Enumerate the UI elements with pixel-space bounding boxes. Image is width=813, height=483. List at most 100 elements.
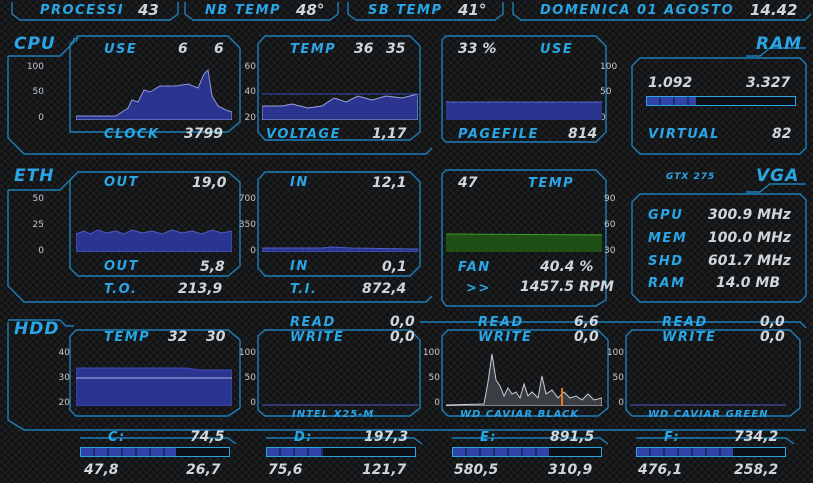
- drive-c-usage-bar: [80, 447, 230, 457]
- drive-c-used: 47,8: [84, 462, 119, 478]
- eth-in-avg-label: IN: [290, 259, 309, 274]
- eth-in-axis-top: 700: [238, 194, 256, 204]
- cpu-section-title: CPU: [14, 34, 56, 54]
- disk3-axis-bottom: 0: [618, 398, 624, 408]
- eth-out-axis-bottom: 0: [38, 246, 44, 256]
- vga-temp-label: TEMP: [528, 176, 575, 191]
- vga-model: GTX 275: [666, 172, 716, 182]
- disk3-read-value: 0,0: [760, 314, 785, 330]
- drive-d-used: 75,6: [268, 462, 303, 478]
- drive-d-total: 197,3: [364, 429, 409, 445]
- disk3-read-label: READ: [662, 315, 708, 330]
- ram-axis-mid: 50: [600, 87, 612, 97]
- vga-shd-label: SHD: [648, 254, 684, 269]
- disk2-read-label: READ: [478, 315, 524, 330]
- cpu-clock-label: CLOCK: [104, 127, 160, 142]
- eth-ti-value: 872,4: [362, 281, 407, 297]
- cpu-temp-axis-bottom: 20: [244, 113, 256, 123]
- drive-d-usage-bar: [266, 447, 416, 457]
- drive-c-total: 74,5: [190, 429, 225, 445]
- cpu-voltage-value: 1,17: [372, 126, 407, 142]
- disk3-axis-top: 100: [606, 348, 624, 358]
- nb-temp-label: NB TEMP: [205, 3, 282, 18]
- eth-in-graph: [262, 246, 418, 252]
- vga-temp-graph: [446, 233, 602, 252]
- eth-out-current: 19,0: [192, 175, 227, 191]
- drive-e-total: 891,5: [550, 429, 595, 445]
- cpu-temp-core1: 36: [354, 41, 374, 57]
- cpu-usage-graph: [76, 68, 232, 120]
- eth-out-avg: 5,8: [200, 259, 225, 275]
- ram-section-title: RAM: [756, 34, 803, 54]
- disk1-axis-mid: 50: [244, 373, 256, 383]
- hdd-temp-axis-mid: 30: [58, 373, 70, 383]
- eth-section-title: ETH: [14, 166, 55, 186]
- processes-label: PROCESSI: [40, 3, 125, 18]
- hdd-temp-axis-top: 40: [58, 348, 70, 358]
- disk1-axis-bottom: 0: [250, 398, 256, 408]
- drive-f-used: 476,1: [638, 462, 683, 478]
- cpu-temp-core2: 35: [386, 41, 406, 57]
- eth-out-label: OUT: [104, 175, 139, 190]
- ram-virtual-label: VIRTUAL: [648, 127, 721, 142]
- disk1-read-value: 0,0: [390, 314, 415, 330]
- hdd-temp-axis-bottom: 20: [58, 398, 70, 408]
- cpu-temp-axis-mid: 40: [244, 87, 256, 97]
- hdd-temp-disk2: 30: [206, 329, 226, 345]
- vga-fan-label: FAN: [458, 260, 491, 275]
- sb-temp-value: 41°: [458, 1, 487, 19]
- vga-axis-bottom: 30: [604, 246, 616, 256]
- ram-usage-graph: [446, 101, 602, 120]
- vga-mem-value: 100.0 MHz: [708, 230, 791, 246]
- disk2-axis-top: 100: [422, 348, 440, 358]
- cpu-use-axis-bottom: 0: [38, 113, 44, 123]
- vga-axis-mid: 60: [604, 220, 616, 230]
- disk2-read-value: 6,6: [574, 314, 599, 330]
- eth-in-label: IN: [290, 175, 309, 190]
- hdd-temp-disk1: 32: [168, 329, 188, 345]
- processes-value: 43: [138, 1, 159, 19]
- nb-temp-value: 48°: [296, 1, 325, 19]
- drive-f-total: 734,2: [734, 429, 779, 445]
- disk3-axis-mid: 50: [612, 373, 624, 383]
- hdd-temp-label: TEMP: [104, 330, 151, 345]
- ram-total: 3.327: [746, 75, 791, 91]
- vga-shd-value: 601.7 MHz: [708, 253, 791, 269]
- ram-used: 1.092: [648, 75, 693, 91]
- eth-to-value: 213,9: [178, 281, 223, 297]
- disk3-activity-graph: [630, 404, 786, 406]
- drive-c-usage-fill: [81, 448, 176, 456]
- vga-fan-percent: 40.4 %: [540, 259, 594, 275]
- hdd-temp-graph: [76, 367, 232, 406]
- drive-e-used: 580,5: [454, 462, 499, 478]
- disk2-axis-mid: 50: [428, 373, 440, 383]
- eth-in-avg: 0,1: [382, 259, 407, 275]
- vga-section-title: VGA: [756, 166, 800, 186]
- hdd-section-title: HDD: [14, 319, 60, 339]
- vga-mem-label: MEM: [648, 231, 688, 246]
- drive-c-free: 26,7: [186, 462, 221, 478]
- cpu-use-axis-mid: 50: [32, 87, 44, 97]
- disk2-write-label: WRITE: [478, 330, 533, 345]
- cpu-temp-graph: [262, 93, 418, 120]
- disk2-name: WD CAVIAR BLACK: [460, 409, 580, 420]
- disk1-axis-top: 100: [238, 348, 256, 358]
- ram-percent: 33 %: [458, 41, 497, 57]
- cpu-clock-value: 3799: [184, 126, 223, 142]
- eth-out-avg-label: OUT: [104, 259, 139, 274]
- cpu-use-label: USE: [104, 42, 138, 57]
- ram-virtual-value: 82: [772, 126, 792, 142]
- cpu-use-core1: 6: [178, 41, 188, 57]
- drive-f-usage-fill: [637, 448, 734, 456]
- vga-ram-value: 14.0 MB: [716, 275, 781, 291]
- ram-use-label: USE: [540, 42, 574, 57]
- time-value: 14.42: [750, 1, 798, 19]
- drive-e-usage-bar: [452, 447, 602, 457]
- eth-out-axis-mid: 25: [32, 220, 44, 230]
- ram-pagefile-label: PAGEFILE: [458, 127, 539, 142]
- eth-out-graph: [76, 229, 232, 252]
- drive-d-usage-fill: [267, 448, 324, 456]
- vga-fan-arrows: >>: [466, 281, 491, 296]
- drive-f-free: 258,2: [734, 462, 779, 478]
